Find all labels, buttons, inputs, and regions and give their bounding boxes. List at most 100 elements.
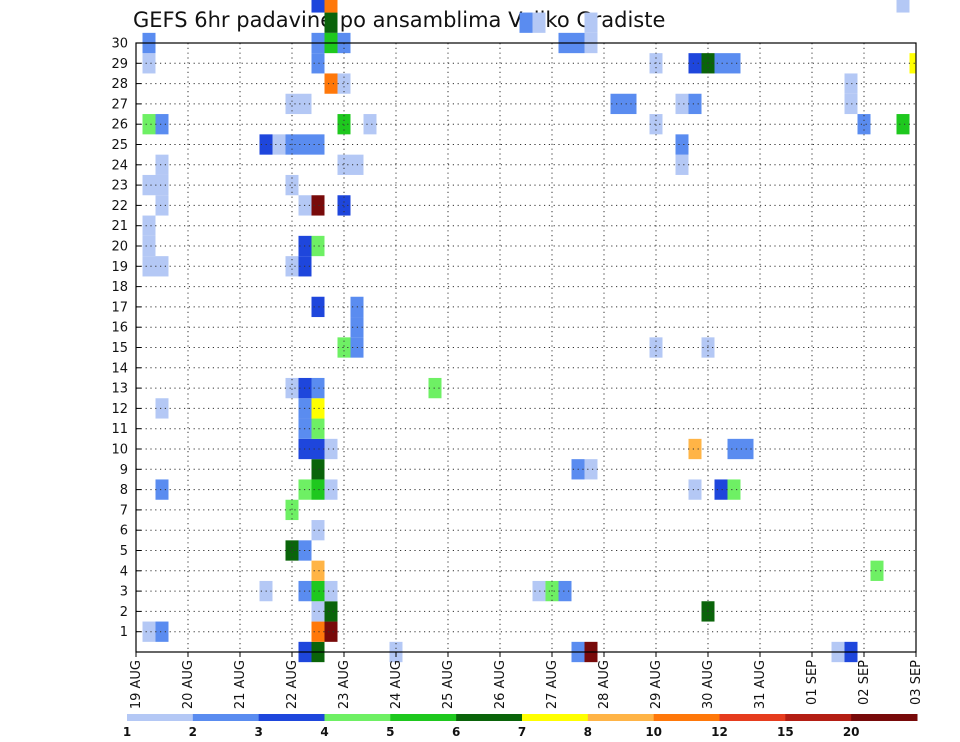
heatmap-cell (285, 174, 299, 196)
heatmap-cell (142, 235, 156, 257)
x-tick-label: 28 AUG (597, 660, 612, 709)
heatmap-cell (285, 540, 299, 561)
x-tick-label: 01 SEP (805, 660, 820, 705)
heatmap-cell (727, 53, 741, 74)
heatmap-cell (844, 93, 858, 115)
heatmap-cell (311, 377, 325, 399)
x-tick-label: 30 AUG (701, 660, 716, 709)
heatmap-cell (857, 114, 871, 135)
heatmap-cell (688, 479, 702, 500)
heatmap-cell (155, 174, 169, 196)
heatmap-cell (675, 134, 689, 155)
heatmap-cell (324, 438, 338, 460)
y-tick-label: 11 (111, 422, 128, 437)
heatmap-cell (675, 93, 689, 115)
y-tick-label: 16 (111, 321, 128, 336)
y-tick-label: 28 (111, 77, 128, 92)
heatmap-cell (909, 53, 916, 74)
heatmap-cell (142, 53, 156, 74)
legend-swatch (785, 714, 852, 721)
heatmap-cell (324, 621, 338, 642)
heatmap-cell (324, 12, 338, 33)
heatmap-cell (311, 520, 325, 541)
heatmap-cell (155, 479, 169, 500)
x-tick-label: 03 SEP (909, 660, 924, 705)
heatmap-cell (324, 580, 338, 602)
legend-swatch (522, 714, 589, 721)
x-tick-label: 20 AUG (181, 660, 196, 709)
heatmap-cell (896, 0, 910, 13)
y-tick-label: 30 (111, 37, 128, 52)
y-axis-ticks: 1234567891011121314151617181920212223242… (111, 37, 141, 640)
heatmap-cell (740, 438, 754, 460)
y-tick-label: 27 (111, 97, 128, 112)
heatmap-cell (714, 479, 728, 500)
y-tick-label: 1 (120, 625, 128, 640)
y-tick-label: 19 (111, 260, 128, 275)
heatmap-cell (311, 438, 325, 460)
heatmap-cell (727, 479, 741, 500)
y-tick-label: 29 (111, 57, 128, 72)
heatmap-cell (311, 53, 325, 74)
legend-swatch (456, 714, 523, 721)
heatmap-cell (142, 114, 156, 135)
y-tick-label: 17 (111, 300, 128, 315)
legend-swatch (258, 714, 325, 721)
heatmap-cell (519, 12, 533, 33)
x-tick-label: 19 AUG (129, 660, 144, 709)
heatmap-cell (623, 93, 637, 115)
heatmap-cell (155, 154, 169, 175)
y-tick-label: 8 (120, 483, 128, 498)
heatmap-cell (688, 53, 702, 74)
chart-title: GEFS 6hr padavine po ansamblima Veliko G… (133, 8, 665, 32)
heatmap-cell (558, 580, 572, 602)
heatmap-cell (142, 256, 156, 277)
heatmap-cell (285, 377, 299, 399)
y-tick-label: 5 (120, 544, 128, 559)
legend-label: 1 (123, 725, 131, 739)
legend-swatch (851, 714, 918, 721)
heatmap-cell (363, 114, 377, 135)
heatmap-cell (324, 73, 338, 94)
y-tick-label: 23 (111, 179, 128, 194)
heatmap-cell (311, 560, 325, 581)
heatmap-cell (285, 499, 299, 521)
heatmap-cell (324, 479, 338, 500)
legend-label: 8 (584, 725, 592, 739)
y-tick-label: 24 (111, 158, 128, 173)
legend-swatch (719, 714, 786, 721)
y-tick-label: 15 (111, 341, 128, 356)
legend-label: 15 (777, 725, 794, 739)
legend-label: 5 (386, 725, 394, 739)
y-tick-label: 10 (111, 443, 128, 458)
heatmap-cell (155, 256, 169, 277)
y-tick-label: 3 (120, 585, 128, 600)
legend-swatch (127, 714, 194, 721)
y-tick-label: 21 (111, 219, 128, 234)
y-tick-label: 26 (111, 118, 128, 133)
legend-label: 12 (711, 725, 728, 739)
heatmap-cell (727, 438, 741, 460)
legend-label: 7 (518, 725, 526, 739)
heatmap-cell (844, 73, 858, 94)
legend-swatch (390, 714, 457, 721)
heatmap-cell (155, 621, 169, 642)
heatmap-cell (285, 93, 299, 115)
x-tick-label: 26 AUG (493, 660, 508, 709)
x-tick-label: 21 AUG (233, 660, 248, 709)
heatmap-cell (532, 580, 546, 602)
heatmap-cell (155, 114, 169, 135)
heatmap-cell (311, 296, 325, 318)
y-tick-label: 9 (120, 463, 128, 478)
heatmap-cell (337, 195, 351, 216)
heatmap-cell (675, 154, 689, 175)
y-tick-label: 2 (120, 605, 128, 620)
x-tick-label: 02 SEP (857, 660, 872, 705)
x-tick-label: 24 AUG (389, 660, 404, 709)
legend-swatch (324, 714, 391, 721)
y-tick-label: 4 (120, 564, 128, 579)
heatmap-cell (311, 459, 325, 480)
heatmap-cell (324, 601, 338, 622)
heatmap-cell (870, 560, 884, 581)
